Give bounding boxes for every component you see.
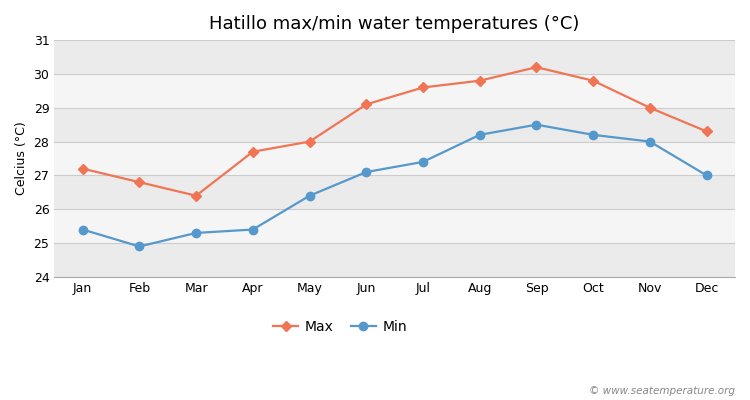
Bar: [54, 40, 735, 74]
Title: Hatillo max/min water temperatures (°C): Hatillo max/min water temperatures (°C): [209, 15, 580, 33]
Max: [532, 65, 541, 70]
Bar: [54, 142, 735, 176]
Max: [476, 78, 484, 83]
Bar: [54, 243, 735, 277]
Max: [78, 166, 87, 171]
Y-axis label: Celcius (°C): Celcius (°C): [15, 122, 28, 195]
Min: [78, 227, 87, 232]
Bar: [54, 176, 735, 209]
Max: [419, 85, 428, 90]
Min: [702, 173, 711, 178]
Min: [532, 122, 541, 127]
Legend: Max, Min: Max, Min: [268, 315, 413, 340]
Max: [305, 139, 314, 144]
Min: [191, 230, 200, 235]
Line: Min: Min: [79, 120, 711, 251]
Min: [646, 139, 655, 144]
Max: [362, 102, 370, 107]
Max: [702, 129, 711, 134]
Line: Max: Max: [79, 63, 710, 200]
Bar: [54, 108, 735, 142]
Max: [191, 193, 200, 198]
Max: [248, 149, 257, 154]
Min: [419, 160, 428, 164]
Min: [476, 132, 484, 137]
Min: [135, 244, 144, 249]
Max: [646, 105, 655, 110]
Max: [589, 78, 598, 83]
Min: [305, 193, 314, 198]
Min: [248, 227, 257, 232]
Max: [135, 180, 144, 184]
Bar: [54, 74, 735, 108]
Min: [589, 132, 598, 137]
Bar: [54, 209, 735, 243]
Text: © www.seatemperature.org: © www.seatemperature.org: [589, 386, 735, 396]
Min: [362, 170, 370, 174]
